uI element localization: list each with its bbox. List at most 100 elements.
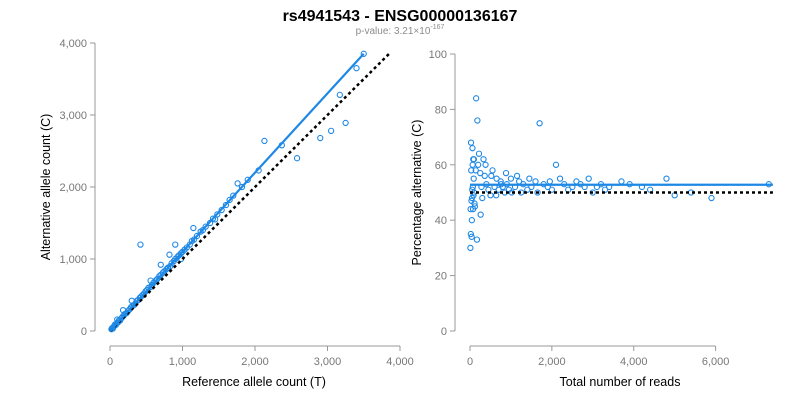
data-point — [137, 241, 144, 248]
data-point — [193, 232, 201, 240]
data-point — [336, 91, 343, 98]
data-point — [226, 196, 233, 204]
data-point — [618, 178, 625, 185]
data-point — [532, 178, 539, 185]
data-point — [474, 117, 481, 124]
x-axis-label: Total number of reads — [560, 375, 681, 389]
data-point — [475, 161, 482, 168]
data-point — [477, 169, 484, 177]
data-point — [119, 306, 127, 314]
data-point — [472, 167, 479, 174]
data-point — [172, 241, 179, 248]
data-point — [536, 120, 543, 127]
data-point — [470, 175, 477, 182]
data-point — [342, 119, 349, 127]
data-point — [552, 161, 560, 168]
data-point — [488, 172, 495, 180]
y-tick-label: 2,000 — [59, 182, 87, 194]
data-point — [468, 167, 475, 174]
x-tick-label: 6,000 — [702, 356, 730, 368]
x-axis-label: Reference allele count (T) — [182, 375, 326, 389]
data-point — [469, 161, 476, 168]
x-tick-label: 0 — [107, 356, 113, 368]
data-point — [244, 176, 251, 183]
data-point — [353, 65, 360, 72]
data-point — [548, 186, 556, 193]
data-point — [502, 169, 510, 177]
data-point — [534, 189, 541, 196]
data-point — [156, 273, 163, 280]
data-point — [507, 175, 515, 182]
data-point — [317, 134, 324, 142]
data-point — [222, 201, 230, 209]
data-point — [470, 192, 477, 199]
y-axis-label: Percentage alternative (C) — [410, 120, 424, 266]
x-tick-label: 4,000 — [620, 356, 648, 368]
y-tick-label: 1,000 — [59, 254, 87, 266]
data-point — [157, 261, 164, 268]
data-point — [481, 172, 488, 180]
data-point — [230, 192, 237, 199]
data-point — [469, 145, 476, 152]
data-point — [327, 127, 335, 134]
fit-line — [109, 53, 365, 332]
data-point — [261, 137, 268, 145]
data-point — [234, 180, 241, 187]
data-point — [467, 244, 474, 252]
right-scatter-panel: 0 20 40 60 80 100 0 2,000 4,000 6,000 Total number… — [410, 49, 773, 389]
data-point — [468, 217, 475, 224]
data-point — [472, 95, 480, 102]
data-point — [469, 205, 477, 213]
data-point — [475, 150, 483, 157]
data-point — [214, 211, 221, 218]
data-point — [147, 277, 154, 284]
data-point — [360, 50, 367, 57]
pvalue-prefix: p-value: 3.21×10 — [356, 26, 431, 37]
y-tick-label: 80 — [435, 104, 447, 116]
y-tick-label: 0 — [81, 326, 87, 338]
data-point — [482, 161, 489, 168]
data-point — [585, 175, 592, 182]
x-tick-label: 2,000 — [241, 356, 269, 368]
y-axis-label: Alternative allele count (C) — [39, 114, 53, 261]
data-point — [470, 156, 478, 163]
data-point — [513, 172, 521, 180]
x-tick-label: 2,000 — [538, 356, 566, 368]
x-tick-label: 1,000 — [169, 356, 197, 368]
data-point — [468, 197, 475, 204]
y-tick-label: 100 — [429, 49, 447, 61]
data-point — [546, 178, 553, 185]
pvalue-exponent: -167 — [430, 24, 444, 31]
data-point — [479, 194, 486, 202]
y-tick-label: 3,000 — [59, 110, 87, 122]
y-tick-label: 40 — [435, 215, 447, 227]
y-tick-label: 0 — [441, 326, 447, 338]
data-point — [467, 139, 475, 146]
chart-title: rs4941543 - ENSG00000136167 — [283, 8, 518, 25]
data-point — [128, 297, 135, 304]
data-point — [663, 175, 670, 182]
chart-subtitle: p-value: 3.21×10-167 — [356, 24, 445, 37]
data-point — [467, 230, 474, 238]
data-point — [477, 211, 484, 218]
data-point — [526, 175, 533, 182]
data-point — [708, 194, 715, 202]
data-point — [467, 205, 474, 213]
data-point — [480, 156, 487, 163]
data-point — [468, 233, 475, 240]
x-tick-label: 0 — [467, 356, 473, 368]
data-point — [190, 224, 197, 232]
x-tick-label: 3,000 — [314, 356, 342, 368]
data-point — [159, 269, 167, 276]
data-point — [489, 167, 496, 174]
data-point — [202, 223, 209, 230]
y-tick-label: 4,000 — [59, 38, 87, 50]
data-point — [473, 236, 481, 243]
data-point — [238, 183, 246, 191]
y-tick-label: 20 — [435, 271, 447, 283]
x-tick-label: 4,000 — [386, 356, 414, 368]
left-scatter-panel: 0 1,000 2,000 3,000 4,000 0 1,000 2,000 3,000 4,0… — [39, 38, 414, 389]
y-tick-label: 60 — [435, 160, 447, 172]
data-point — [166, 251, 173, 258]
data-point — [177, 250, 185, 257]
